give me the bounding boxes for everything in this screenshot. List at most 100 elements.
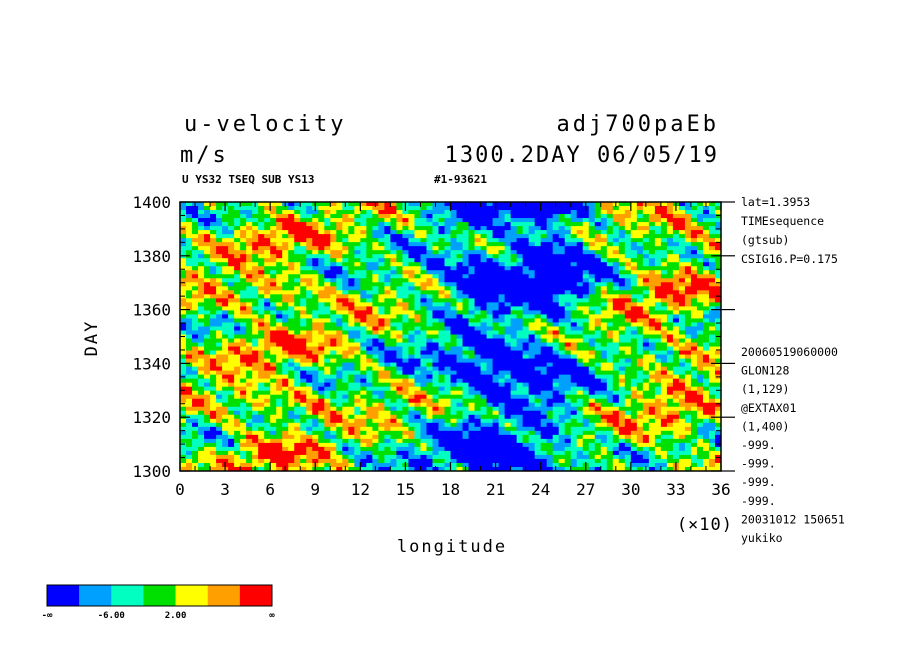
- heatmap-cell: [516, 350, 524, 356]
- heatmap-cell: [330, 294, 337, 299]
- heatmap-cell: [600, 250, 608, 255]
- heatmap-cell: [468, 326, 476, 332]
- heatmap-cell: [258, 278, 265, 283]
- heatmap-cell: [408, 258, 416, 263]
- heatmap-cell: [270, 390, 277, 396]
- heatmap-cell: [654, 298, 662, 303]
- heatmap-cell: [414, 338, 422, 344]
- heatmap-cell: [564, 338, 572, 344]
- heatmap-cell: [210, 374, 217, 380]
- heatmap-cell: [510, 238, 518, 243]
- heatmap-cell: [498, 394, 506, 400]
- heatmap-cell: [270, 282, 277, 287]
- heatmap-cell: [462, 366, 470, 372]
- heatmap-cell: [312, 298, 319, 303]
- heatmap-cell: [408, 322, 416, 328]
- heatmap-cell: [708, 330, 716, 336]
- heatmap-cell: [546, 238, 554, 243]
- heatmap-cell: [264, 274, 271, 279]
- heatmap-cell: [198, 262, 205, 267]
- heatmap-cell: [570, 394, 578, 400]
- heatmap-cell: [690, 318, 698, 324]
- heatmap-cell: [588, 206, 596, 211]
- heatmap-cell: [330, 266, 337, 271]
- heatmap-cell: [426, 350, 434, 356]
- heatmap-cell: [288, 226, 295, 231]
- heatmap-cell: [612, 358, 620, 364]
- heatmap-cell: [516, 354, 524, 360]
- heatmap-cell: [324, 402, 331, 408]
- heatmap-cell: [552, 254, 560, 259]
- heatmap-cell: [714, 310, 721, 316]
- heatmap-cell: [372, 222, 379, 227]
- heatmap-cell: [330, 242, 337, 247]
- heatmap-cell: [630, 286, 638, 291]
- heatmap-cell: [222, 242, 229, 247]
- heatmap-cell: [264, 370, 271, 376]
- heatmap-cell: [264, 254, 271, 259]
- heatmap-row: [180, 326, 721, 332]
- heatmap-cell: [396, 254, 404, 259]
- heatmap-cell: [642, 278, 650, 283]
- heatmap-cell: [594, 206, 602, 211]
- heatmap-cell: [210, 282, 217, 287]
- heatmap-cell: [618, 410, 626, 416]
- heatmap-cell: [612, 314, 620, 320]
- heatmap-cell: [486, 242, 494, 247]
- heatmap-cell: [354, 386, 361, 392]
- heatmap-cell: [690, 230, 698, 235]
- heatmap-cell: [432, 334, 440, 340]
- heatmap-cell: [636, 266, 644, 271]
- heatmap-cell: [444, 366, 452, 372]
- heatmap-cell: [366, 330, 373, 336]
- heatmap-cell: [528, 354, 536, 360]
- heatmap-cell: [474, 262, 482, 267]
- heatmap-cell: [414, 282, 422, 287]
- heatmap-cell: [240, 206, 247, 211]
- heatmap-cell: [648, 370, 656, 376]
- heatmap-cell: [564, 330, 572, 336]
- heatmap-cell: [318, 366, 325, 372]
- heatmap-cell: [288, 410, 295, 416]
- heatmap-cell: [366, 238, 373, 243]
- heatmap-cell: [582, 314, 590, 320]
- heatmap-cell: [348, 326, 355, 332]
- heatmap-cell: [270, 314, 277, 320]
- heatmap-cell: [498, 314, 506, 320]
- heatmap-cell: [282, 378, 289, 384]
- heatmap-cell: [516, 346, 524, 352]
- heatmap-cell: [438, 382, 446, 388]
- heatmap-cell: [246, 378, 253, 384]
- heatmap-cell: [522, 278, 530, 283]
- heatmap-cell: [468, 322, 476, 328]
- heatmap-cell: [198, 294, 205, 299]
- heatmap-cell: [576, 338, 584, 344]
- heatmap-cell: [390, 306, 397, 311]
- heatmap-cell: [678, 254, 686, 259]
- heatmap-cell: [582, 414, 590, 420]
- heatmap-cell: [312, 266, 319, 271]
- heatmap-cell: [492, 358, 500, 364]
- heatmap-cell: [642, 270, 650, 275]
- heatmap-cell: [264, 414, 271, 420]
- heatmap-cell: [234, 414, 241, 420]
- heatmap-cell: [366, 326, 373, 332]
- heatmap-cell: [588, 266, 596, 271]
- heatmap-cell: [702, 382, 710, 388]
- heatmap-cell: [618, 402, 626, 408]
- heatmap-cell: [468, 394, 476, 400]
- heatmap-cell: [432, 370, 440, 376]
- heatmap-cell: [648, 298, 656, 303]
- heatmap-cell: [480, 290, 488, 295]
- heatmap-cell: [186, 278, 193, 283]
- heatmap-cell: [600, 362, 608, 368]
- heatmap-cell: [258, 210, 265, 215]
- heatmap-cell: [456, 334, 464, 340]
- heatmap-cell: [498, 210, 506, 215]
- heatmap-cell: [510, 234, 518, 239]
- heatmap-row: [180, 290, 721, 295]
- heatmap-cell: [360, 330, 367, 336]
- heatmap-cell: [186, 282, 193, 287]
- heatmap-cell: [396, 354, 404, 360]
- heatmap-cell: [576, 378, 584, 384]
